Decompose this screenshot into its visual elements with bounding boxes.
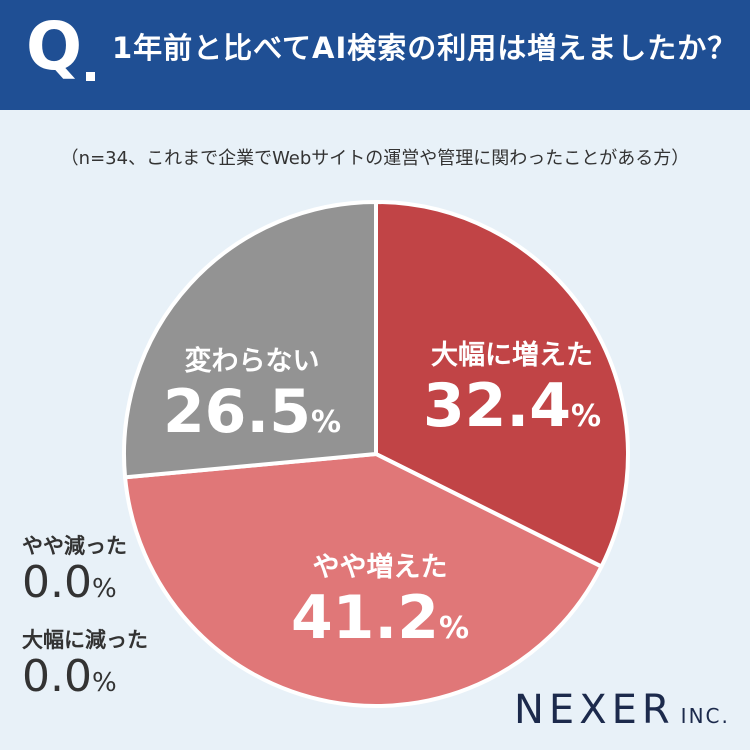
- side-label-large-decrease: 大幅に減った 0.0%: [22, 628, 148, 702]
- side-label-slight-decrease: やや減った 0.0%: [22, 534, 127, 608]
- question-header: Q 1年前と比べてAI検索の利用は増えましたか？: [0, 0, 750, 110]
- logo-main: NEXER: [514, 687, 675, 733]
- slice-label-no-change: 変わらない 26.5%: [152, 346, 352, 447]
- logo-suffix: INC.: [680, 704, 730, 728]
- slice-value-large-increase: 32.4%: [422, 371, 602, 442]
- slice-label-large-increase: 大幅に増えた 32.4%: [412, 340, 612, 441]
- question-mark: Q: [26, 8, 83, 85]
- side-value-slight-decrease: 0.0%: [22, 557, 117, 609]
- pie-slice-0: [374, 200, 630, 569]
- nexer-logo: NEXER INC.: [514, 690, 730, 730]
- slice-name-no-change: 変わらない: [184, 346, 320, 377]
- pie-slice-4: [122, 200, 378, 480]
- question-mark-dot: [86, 72, 95, 81]
- slice-value-no-change: 26.5%: [162, 377, 342, 448]
- slice-name-large-increase: 大幅に増えた: [431, 340, 593, 371]
- side-name-large-decrease: 大幅に減った: [22, 628, 148, 652]
- sample-note: （n=34、これまで企業でWebサイトの運営や管理に関わったことがある方）: [60, 148, 690, 169]
- slice-label-slight-increase: やや増えた 41.2%: [280, 552, 480, 653]
- question-text: 1年前と比べてAI検索の利用は増えましたか？: [112, 31, 738, 65]
- side-name-slight-decrease: やや減った: [22, 534, 127, 558]
- slice-value-slight-increase: 41.2%: [290, 583, 470, 654]
- side-value-large-decrease: 0.0%: [22, 651, 117, 703]
- pie-slice-1: [123, 452, 604, 708]
- slice-name-slight-increase: やや増えた: [312, 552, 448, 583]
